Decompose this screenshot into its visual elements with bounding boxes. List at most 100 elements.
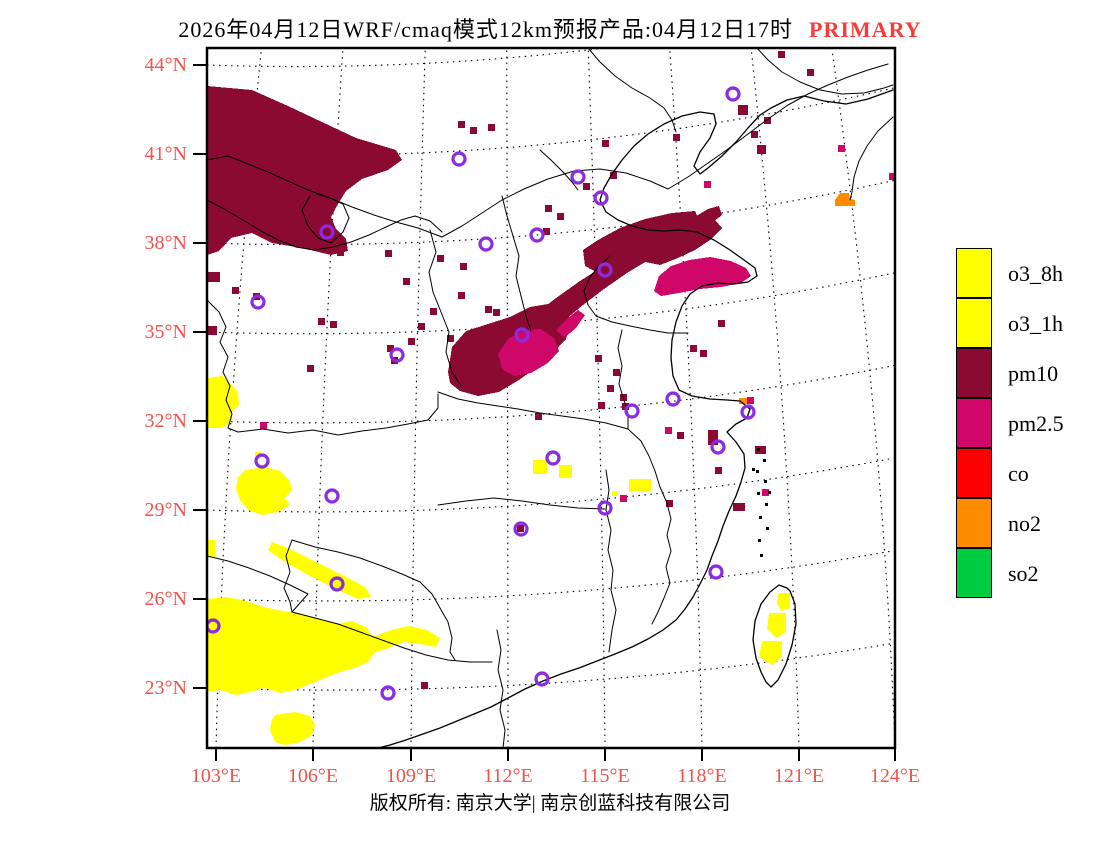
island [766, 527, 769, 530]
lon-tick-label: 124°E [869, 765, 921, 787]
pm10-cell [535, 413, 542, 420]
pm10-cell [387, 345, 394, 352]
lat-tick-label: 38°N [144, 232, 187, 254]
province-border [595, 315, 689, 334]
legend-label: o3_1h [1008, 311, 1063, 336]
city-marker [740, 404, 756, 420]
meridian-gridline [506, 48, 509, 748]
lat-tick-label: 44°N [144, 54, 187, 76]
lat-tick-label: 32°N [144, 410, 187, 432]
legend-swatch [956, 498, 992, 548]
o3-region [777, 593, 790, 611]
pm25-region [498, 329, 559, 376]
pm10-cell [557, 213, 564, 220]
island [757, 492, 760, 495]
pm10-cell [738, 105, 748, 115]
no2-region [835, 193, 855, 206]
city-marker [254, 453, 270, 469]
meridian-gridline [410, 48, 426, 748]
pm10-cell [408, 338, 415, 345]
pm10-cell [583, 183, 590, 190]
page-title: 2026年04月12日WRF/cmaq模式12km预报产品:04月12日17时 P… [0, 12, 1100, 44]
city-marker [710, 439, 726, 455]
coastline [377, 89, 894, 748]
city-marker [514, 327, 530, 343]
pm10-cell [493, 309, 500, 316]
title-tag: PRIMARY [809, 17, 922, 42]
pm10-cell [807, 69, 814, 76]
city-marker [513, 521, 529, 537]
pm10-cell [418, 323, 425, 330]
province-border [301, 193, 350, 244]
city-marker [324, 488, 340, 504]
city-marker [597, 262, 613, 278]
o3-region [268, 542, 371, 599]
legend-label: co [1008, 461, 1029, 486]
province-border [605, 469, 617, 653]
province-border [428, 229, 462, 387]
island [760, 554, 763, 557]
pm10-cell [690, 345, 697, 352]
province-border [667, 63, 889, 190]
province-border [437, 391, 629, 430]
pm10-cell [458, 292, 465, 299]
pm10-cell [757, 145, 766, 154]
legend-swatch [956, 448, 992, 498]
lon-tick-label: 118°E [677, 765, 727, 787]
lon-tick-label: 103°E [190, 765, 242, 787]
pm10-cell [208, 326, 217, 335]
city-marker [380, 685, 396, 701]
pm25-cell [838, 145, 845, 152]
legend-swatch [956, 398, 992, 448]
pm10-region [640, 220, 722, 265]
city-marker [593, 190, 609, 206]
province-border [283, 539, 293, 613]
pm25-region [654, 257, 751, 296]
lon-tick-label: 106°E [287, 765, 339, 787]
parallel-gridline [207, 549, 895, 602]
o3-region [207, 597, 440, 695]
parallel-gridline [207, 642, 895, 691]
pm10-cell [458, 121, 465, 128]
province-border [237, 393, 439, 436]
parallel-gridline [207, 457, 895, 513]
province-border [501, 195, 532, 332]
pm25-cell [704, 181, 711, 188]
pm10-cell [543, 228, 550, 235]
lat-tick-label: 29°N [144, 499, 187, 521]
city-marker [725, 86, 741, 102]
island [763, 459, 766, 462]
pm10-cell [330, 321, 337, 328]
legend-label: pm10 [1008, 361, 1059, 386]
pm10-cell [673, 134, 680, 141]
legend-swatch [956, 248, 992, 298]
pm10-cell [421, 682, 428, 689]
pm10-cell [700, 350, 707, 357]
province-border [291, 539, 421, 583]
pm10-cell [677, 432, 684, 439]
lat-tick-label: 35°N [144, 321, 187, 343]
pm10-cell [613, 369, 620, 376]
province-border [539, 149, 579, 191]
city-marker [207, 618, 221, 634]
pm10-cell [462, 357, 469, 364]
province-border [627, 428, 661, 488]
parallel-gridline [207, 48, 610, 68]
pm10-cell [715, 467, 722, 474]
province-border [207, 199, 443, 251]
coastline [752, 584, 797, 688]
province-border [437, 497, 606, 510]
o3-region [767, 613, 786, 638]
pm10-cell [545, 205, 552, 212]
o3-region [236, 467, 292, 515]
pm10-cell [708, 430, 718, 445]
city-marker [529, 227, 545, 243]
legend-label: so2 [1008, 561, 1039, 586]
city-marker [708, 564, 724, 580]
parallel-gridline [207, 364, 895, 424]
o3-region [207, 376, 239, 428]
lat-tick-label: 23°N [144, 677, 187, 699]
pm25-cell [260, 422, 267, 429]
pm10-cell [602, 140, 609, 147]
